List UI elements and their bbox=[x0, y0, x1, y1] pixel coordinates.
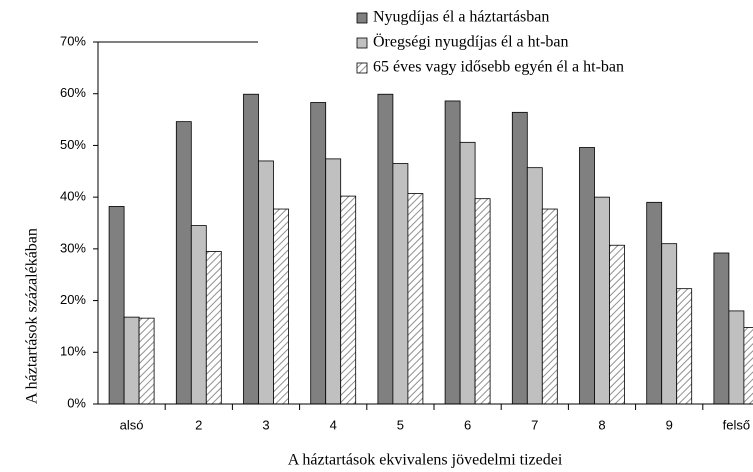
x-tick-label: 4 bbox=[330, 417, 337, 432]
bar bbox=[511, 111, 528, 405]
legend-label: Öregségi nyugdíjas él a ht-ban bbox=[373, 33, 569, 51]
bar bbox=[175, 121, 192, 405]
bar bbox=[444, 100, 461, 405]
bar bbox=[243, 93, 259, 405]
x-tick-label: 9 bbox=[666, 417, 673, 432]
y-axis-title: A háztartások százalékában bbox=[24, 228, 41, 404]
legend-swatch bbox=[356, 37, 368, 49]
y-tick-label: 10% bbox=[60, 344, 86, 359]
bar bbox=[474, 198, 491, 405]
bar bbox=[459, 141, 476, 405]
bar bbox=[123, 316, 140, 405]
bar bbox=[392, 163, 409, 405]
bar bbox=[713, 252, 730, 405]
y-tick-label: 0% bbox=[67, 395, 86, 410]
legend-box bbox=[258, 2, 753, 87]
bar bbox=[190, 225, 207, 405]
bar bbox=[541, 208, 558, 405]
bar bbox=[325, 158, 342, 405]
x-tick-label: felső bbox=[723, 417, 750, 432]
legend-swatch bbox=[356, 62, 368, 74]
bar bbox=[205, 251, 222, 405]
bar bbox=[676, 288, 693, 405]
y-tick-label: 60% bbox=[60, 85, 86, 100]
bar bbox=[579, 147, 595, 405]
bar bbox=[407, 193, 424, 405]
y-tick-label: 40% bbox=[60, 189, 86, 204]
bar bbox=[526, 167, 543, 405]
x-axis-title: A háztartások ekvivalens jövedelmi tized… bbox=[288, 452, 563, 469]
bar bbox=[138, 317, 155, 405]
x-tick-label: alsó bbox=[120, 417, 144, 432]
bar bbox=[340, 195, 357, 405]
bar bbox=[258, 160, 274, 405]
bar bbox=[594, 196, 610, 405]
bar bbox=[108, 206, 125, 405]
x-tick-label: 3 bbox=[262, 417, 269, 432]
bar bbox=[646, 201, 663, 405]
bar bbox=[728, 310, 745, 405]
legend-swatch bbox=[356, 12, 368, 24]
x-tick-label: 6 bbox=[464, 417, 471, 432]
x-tick-label: 7 bbox=[531, 417, 538, 432]
bar bbox=[310, 102, 327, 405]
bar bbox=[273, 208, 289, 405]
bar bbox=[609, 244, 625, 405]
y-tick-label: 30% bbox=[60, 240, 86, 255]
legend-label: 65 éves vagy idősebb egyén él a ht-ban bbox=[373, 59, 624, 76]
y-tick-label: 70% bbox=[60, 33, 86, 48]
x-tick-label: 5 bbox=[397, 417, 404, 432]
x-tick-label: 8 bbox=[598, 417, 605, 432]
bar bbox=[661, 243, 678, 405]
y-tick-label: 20% bbox=[60, 292, 86, 307]
bar bbox=[743, 327, 753, 405]
y-tick-label: 50% bbox=[60, 137, 86, 152]
x-tick-label: 2 bbox=[195, 417, 202, 432]
legend-label: Nyugdíjas él a háztartásban bbox=[373, 9, 549, 26]
bar bbox=[377, 93, 394, 405]
